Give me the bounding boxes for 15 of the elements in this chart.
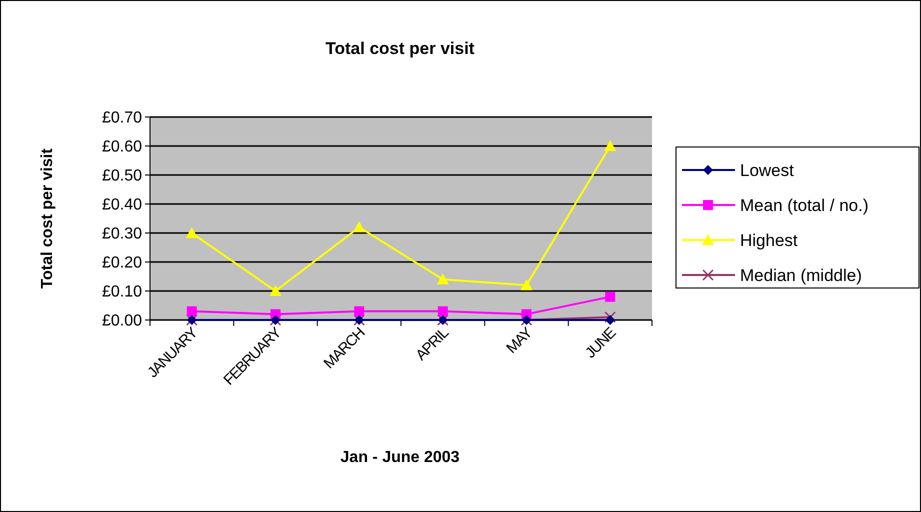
legend-label: Lowest <box>740 160 794 180</box>
y-tick-label: £0.70 <box>102 110 142 127</box>
y-tick-label: £0.30 <box>102 226 142 243</box>
legend-label: Median (middle) <box>740 266 862 285</box>
legend-label: Mean (total / no.) <box>740 196 869 215</box>
y-tick-label: £0.50 <box>102 168 142 185</box>
x-axis-title: Jan - June 2003 <box>340 449 460 466</box>
y-tick-label: £0.00 <box>102 312 142 330</box>
y-tick-label: £0.10 <box>102 284 142 301</box>
y-tick-label: £0.20 <box>102 254 142 272</box>
y-axis-title: Total cost per visit <box>39 148 56 289</box>
y-tick-label: £0.40 <box>102 196 142 214</box>
chart-title: Total cost per visit <box>326 39 475 58</box>
y-tick-label: £0.60 <box>102 138 142 156</box>
legend-label: Highest <box>740 230 798 250</box>
